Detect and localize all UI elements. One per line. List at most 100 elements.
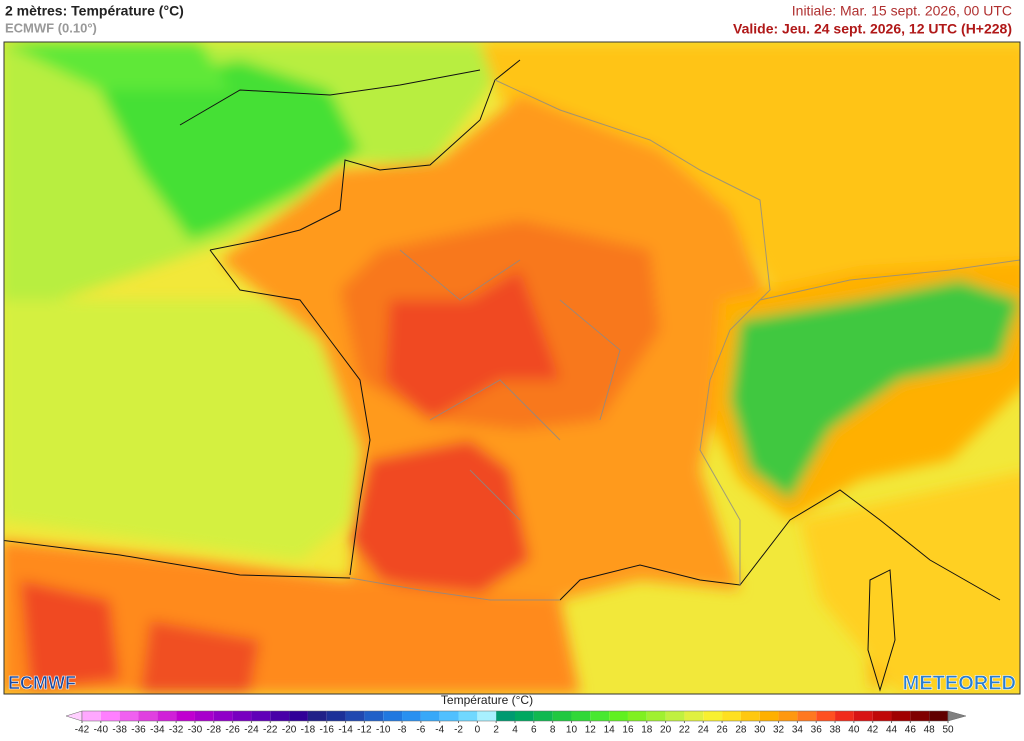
colorbar-tick-label: 30 bbox=[754, 725, 766, 736]
model-label: ECMWF (0.10°) bbox=[5, 20, 97, 35]
colorbar-swatch bbox=[402, 711, 421, 721]
colorbar-tick-label: 8 bbox=[550, 725, 556, 736]
colorbar-tick-label: -2 bbox=[454, 725, 463, 736]
valid-time: Valide: Jeu. 24 sept. 2026, 12 UTC (H+22… bbox=[733, 21, 1012, 37]
coast-atlantic bbox=[209, 249, 371, 576]
colorbar-tick-label: -14 bbox=[338, 725, 353, 736]
colorbar-swatch bbox=[194, 711, 214, 721]
map-title: 2 mètres: Température (°C) bbox=[5, 3, 184, 19]
alps-cold bbox=[730, 280, 1020, 500]
colorbar-triangle bbox=[947, 710, 967, 722]
colorbar-swatch bbox=[251, 711, 271, 721]
colorbar-tick-label: 6 bbox=[531, 725, 537, 736]
colorbar-swatch bbox=[326, 711, 346, 721]
colorbar-swatch bbox=[722, 711, 741, 721]
colorbar-swatch bbox=[646, 711, 666, 721]
colorbar-tick-label: -40 bbox=[94, 725, 109, 736]
colorbar-swatch bbox=[138, 711, 158, 721]
initial-time: Initiale: Mar. 15 sept. 2026, 00 UTC bbox=[792, 3, 1012, 19]
colorbar-swatch bbox=[590, 711, 610, 721]
colorbar-swatch bbox=[665, 711, 685, 721]
colorbar-tick-label: -16 bbox=[320, 725, 335, 736]
italy bbox=[800, 472, 1020, 694]
colorbar-tick-label: -22 bbox=[263, 725, 278, 736]
colorbar-swatch bbox=[740, 711, 760, 721]
colorbar-tick-label: -8 bbox=[398, 725, 407, 736]
colorbar-title: Température (°C) bbox=[441, 693, 533, 707]
colorbar-swatch bbox=[496, 711, 515, 721]
colorbar-triangle bbox=[65, 710, 83, 722]
hot-core bbox=[20, 580, 120, 690]
colorbar-tick-label: 32 bbox=[773, 725, 785, 736]
coast-england bbox=[179, 69, 481, 126]
colorbar-tick-label: 46 bbox=[905, 725, 917, 736]
colorbar-tick-label: 34 bbox=[792, 725, 804, 736]
border-regions bbox=[399, 249, 621, 521]
colorbar-tick-label: -28 bbox=[207, 725, 222, 736]
logo-ecmwf: ECMWF bbox=[8, 673, 76, 693]
colorbar-swatch bbox=[609, 711, 628, 721]
colorbar-tick-label: -34 bbox=[150, 725, 165, 736]
colorbar-swatch bbox=[778, 711, 798, 721]
sea-green bbox=[100, 60, 360, 240]
colorbar-swatch bbox=[759, 711, 779, 721]
coast-mediterranean bbox=[559, 489, 1001, 601]
colorbar-swatch bbox=[82, 711, 101, 721]
hot-core bbox=[385, 270, 560, 420]
colorbar-tick-label: 40 bbox=[848, 725, 860, 736]
colorbar-tick-label: 36 bbox=[811, 725, 823, 736]
border-alps bbox=[759, 259, 1020, 301]
colorbar-swatch bbox=[872, 711, 892, 721]
colorbar-tick-label: -36 bbox=[131, 725, 146, 736]
temperature-field bbox=[4, 42, 1020, 694]
colorbar-swatch bbox=[383, 711, 403, 721]
colorbar-tick-label: 0 bbox=[475, 725, 481, 736]
map-frame bbox=[3, 41, 1021, 695]
colorbar-tick-label: 38 bbox=[829, 725, 841, 736]
colorbar-swatch bbox=[345, 711, 365, 721]
colorbar-swatch bbox=[910, 711, 930, 721]
hot-core bbox=[140, 620, 260, 694]
colorbar-swatch bbox=[100, 711, 120, 721]
colorbar-swatch bbox=[835, 711, 854, 721]
colorbar-swatch bbox=[703, 711, 723, 721]
coast-spain-north bbox=[4, 539, 351, 579]
colorbar-tick-label: 18 bbox=[641, 725, 653, 736]
border-pyrenees bbox=[349, 577, 560, 601]
colorbar-tick-label: 48 bbox=[924, 725, 936, 736]
colorbar-swatch bbox=[515, 711, 534, 721]
colorbar-swatch bbox=[929, 711, 948, 721]
colorbar-swatch bbox=[439, 711, 459, 721]
coast-north bbox=[209, 59, 521, 251]
colorbar-tick-label: 14 bbox=[604, 725, 616, 736]
colorbar-tick-label: -24 bbox=[244, 725, 259, 736]
sea-atlantic bbox=[4, 300, 360, 560]
colorbar-swatch bbox=[232, 711, 252, 721]
colorbar-tick-label: 4 bbox=[512, 725, 518, 736]
colorbar-tick-label: 2 bbox=[493, 725, 499, 736]
colorbar-tick-label: 12 bbox=[585, 725, 597, 736]
colorbar-tick-label: -42 bbox=[75, 725, 90, 736]
colorbar-swatch bbox=[176, 711, 195, 721]
colorbar-tick-label: 42 bbox=[867, 725, 879, 736]
colorbar-swatch bbox=[477, 711, 497, 721]
colorbar-tick-label: 10 bbox=[566, 725, 578, 736]
colorbar-swatch bbox=[571, 711, 591, 721]
logo-meteored: METEORED bbox=[903, 672, 1016, 694]
coast-corsica bbox=[867, 569, 896, 692]
colorbar-swatch bbox=[816, 711, 836, 721]
colorbar-tick-label: -38 bbox=[112, 725, 127, 736]
borders bbox=[349, 79, 1020, 601]
colorbar-swatch bbox=[684, 711, 704, 721]
colorbar-tick-label: -18 bbox=[301, 725, 316, 736]
border-france-east bbox=[494, 79, 771, 585]
map: ECMWF METEORED bbox=[4, 42, 1020, 694]
colorbar-swatch bbox=[270, 711, 290, 721]
colorbar-tick-label: -4 bbox=[435, 725, 444, 736]
colorbar-tick-label: -26 bbox=[225, 725, 240, 736]
colorbar-tick-label: 22 bbox=[679, 725, 691, 736]
colorbar-swatch bbox=[420, 711, 440, 721]
colorbar-swatch bbox=[213, 711, 233, 721]
colorbar-tick-label: -6 bbox=[416, 725, 425, 736]
